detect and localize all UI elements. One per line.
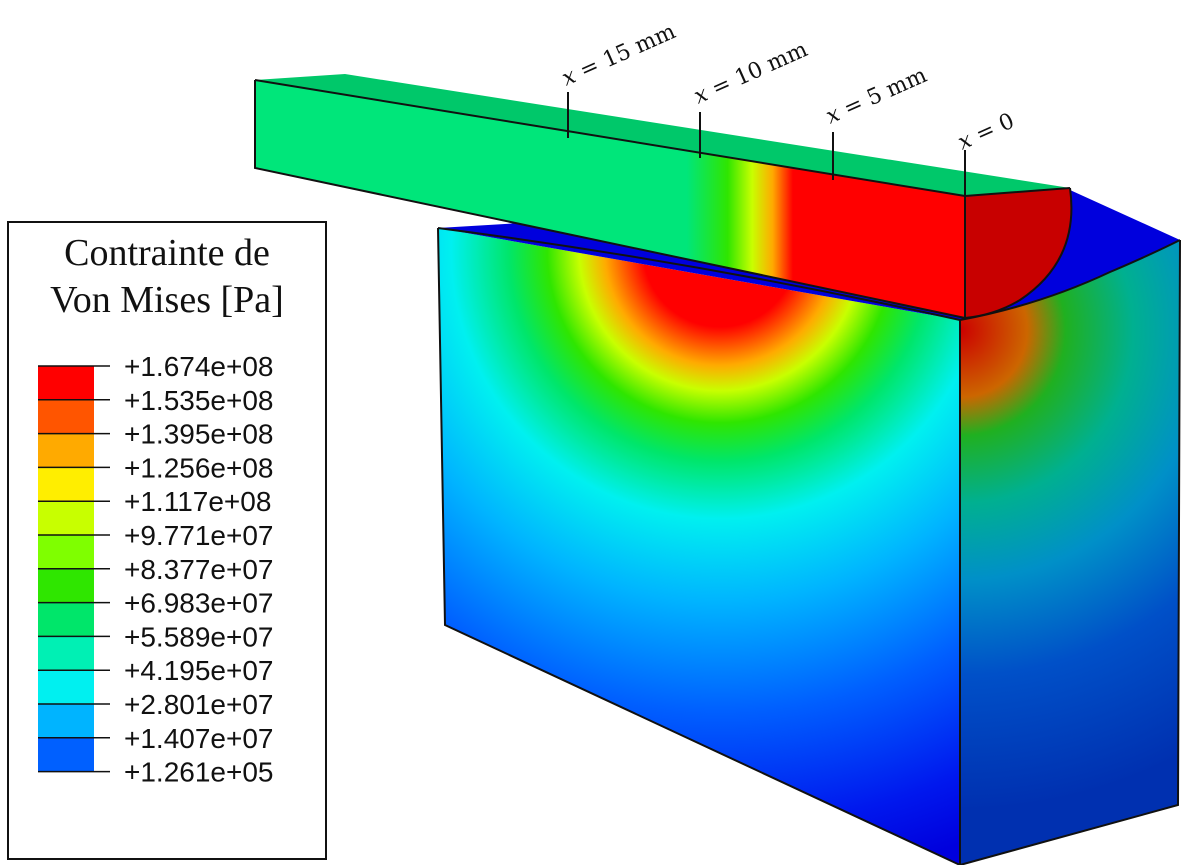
legend-value-label: +2.801e+07 [124, 689, 274, 720]
legend-swatch [38, 467, 94, 502]
indenter-beam [254, 74, 1073, 319]
legend-value-label: +1.535e+08 [124, 385, 274, 416]
marker-label-0: x = 0 [954, 109, 1018, 156]
legend-swatch [38, 737, 94, 772]
beam-end-face [965, 188, 1072, 318]
substrate-block [437, 190, 1181, 865]
substrate-side-face [960, 240, 1180, 865]
legend-value-label: +1.261e+05 [124, 757, 274, 788]
legend-swatch [38, 399, 94, 434]
stress-legend: Contrainte de Von Mises [Pa] +1.674e+08+… [7, 221, 327, 860]
legend-swatch [38, 535, 94, 569]
legend-swatch [38, 501, 94, 535]
substrate-front-face [438, 228, 960, 865]
legend-value-label: +1.407e+07 [124, 723, 274, 754]
legend-value-label: +1.674e+08 [124, 351, 274, 382]
legend-value-label: +9.771e+07 [124, 520, 274, 551]
legend-value-label: +1.117e+08 [124, 486, 271, 517]
legend-swatch [38, 433, 94, 468]
legend-title-line2: Von Mises [Pa] [50, 279, 284, 321]
marker-label-15mm: x = 15 mm [558, 19, 679, 91]
beam-top-face [255, 74, 1070, 196]
marker-label-10mm: x = 10 mm [690, 37, 811, 109]
legend-swatch [38, 704, 94, 738]
legend-swatch [38, 568, 94, 603]
legend-value-label: +4.195e+07 [124, 655, 274, 686]
legend-value-label: +6.983e+07 [124, 588, 274, 619]
legend-value-label: +1.395e+08 [124, 419, 274, 450]
substrate-edges [437, 227, 1181, 865]
legend-title-line1: Contrainte de [64, 232, 270, 274]
legend-value-label: +8.377e+07 [124, 554, 274, 585]
legend-value-label: +1.256e+08 [124, 452, 274, 483]
beam-front-face [255, 80, 965, 318]
legend-swatch [38, 602, 94, 637]
legend-swatch [38, 670, 94, 704]
legend-swatch [38, 636, 94, 671]
legend-value-label: +5.589e+07 [124, 621, 274, 652]
legend-color-scale: +1.674e+08+1.535e+08+1.395e+08+1.256e+08… [38, 351, 274, 788]
legend-swatch [38, 366, 94, 400]
marker-label-5mm: x = 5 mm [822, 63, 931, 130]
